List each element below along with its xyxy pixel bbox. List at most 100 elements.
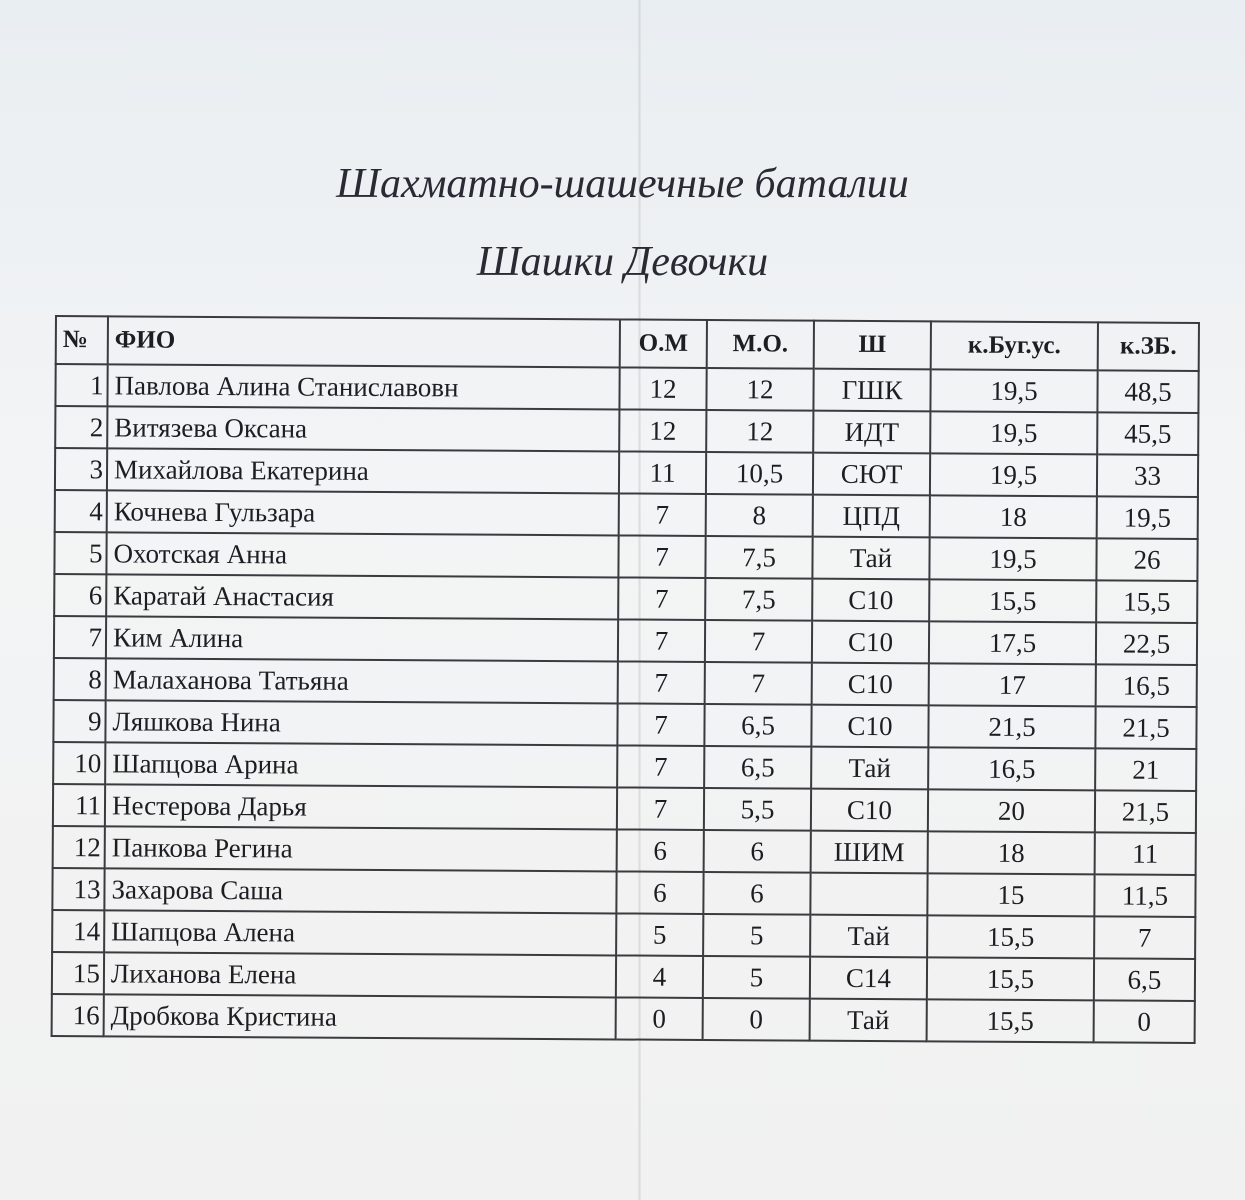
- cell-number: 11: [52, 783, 106, 827]
- cell-name: Нестерова Дарья: [104, 784, 618, 830]
- cell-zb: 7: [1094, 916, 1196, 959]
- cell-number: 13: [52, 867, 105, 911]
- cell-buchholz: 19,5: [929, 537, 1097, 581]
- table-row: 5 Охотская Анна 7 7,5 Тай 19,5 26: [54, 532, 1198, 581]
- table-row: 3 Михайлова Екатерина 11 10,5 СЮТ 19,5 33: [54, 448, 1199, 497]
- cell-school: ШИМ: [810, 830, 928, 874]
- table-row: 4 Кочнева Гульзара 7 8 ЦПД 18 19,5: [54, 490, 1198, 539]
- cell-number: 1: [55, 364, 108, 407]
- cell-school: ЦПД: [812, 494, 930, 538]
- cell-om: 12: [619, 367, 707, 410]
- cell-mo: 8: [705, 493, 813, 537]
- cell-school: С10: [811, 704, 929, 748]
- cell-mo: 7: [704, 619, 813, 663]
- cell-school: ИДТ: [813, 410, 931, 454]
- cell-zb: 26: [1096, 538, 1198, 581]
- cell-number: 10: [53, 741, 106, 785]
- table-row: 2 Витязева Оксана 12 12 ИДТ 19,5 45,5: [55, 406, 1199, 455]
- table-row: 7 Ким Алина 7 7 С10 17,5 22,5: [53, 616, 1198, 665]
- cell-mo: 7,5: [705, 577, 813, 621]
- cell-school: СЮТ: [812, 452, 931, 496]
- table-row: 12 Панкова Регина 6 6 ШИМ 18 11: [52, 825, 1196, 875]
- cell-mo: 6,5: [704, 745, 812, 789]
- cell-mo: 5: [702, 955, 811, 999]
- cell-name: Шапцова Арина: [105, 742, 618, 788]
- cell-number: 8: [53, 657, 106, 701]
- cell-name: Шапцова Алена: [104, 910, 617, 956]
- cell-zb: 48,5: [1097, 370, 1199, 413]
- cell-zb: 6,5: [1093, 958, 1196, 1001]
- cell-number: 4: [54, 490, 107, 533]
- cell-zb: 45,5: [1097, 412, 1199, 455]
- cell-mo: 6: [703, 871, 811, 915]
- table-row: 9 Ляшкова Нина 7 6,5 С10 21,5 21,5: [53, 699, 1197, 749]
- cell-number: 5: [54, 532, 107, 575]
- cell-number: 15: [51, 951, 105, 995]
- cell-om: 4: [615, 955, 704, 998]
- cell-number: 6: [54, 574, 107, 617]
- cell-om: 7: [617, 661, 705, 704]
- cell-buchholz: 20: [927, 789, 1096, 833]
- cell-number: 7: [53, 616, 107, 659]
- cell-name: Лиханова Елена: [103, 952, 617, 998]
- cell-buchholz: 15,5: [929, 579, 1097, 623]
- cell-om: 12: [619, 409, 707, 452]
- cell-name: Каратай Анастасия: [106, 574, 619, 620]
- header-om: О.М: [619, 319, 707, 368]
- cell-om: 6: [616, 829, 704, 872]
- cell-school: С10: [811, 620, 930, 664]
- document-title: Шахматно-шашечные баталии: [336, 161, 909, 207]
- cell-school: Тай: [810, 914, 928, 958]
- cell-om: 7: [617, 703, 705, 746]
- cell-name: Витязева Оксана: [107, 406, 620, 452]
- cell-school: С10: [812, 578, 930, 622]
- cell-mo: 12: [706, 367, 814, 411]
- cell-number: 12: [52, 825, 105, 869]
- cell-om: 11: [618, 451, 707, 494]
- cell-buchholz: 17,5: [928, 621, 1097, 665]
- cell-zb: 33: [1096, 454, 1199, 497]
- cell-name: Кочнева Гульзара: [106, 490, 619, 536]
- cell-zb: 21,5: [1094, 790, 1197, 833]
- cell-school: С10: [811, 662, 929, 706]
- table-row: 13 Захарова Саша 6 6 15 11,5: [52, 867, 1196, 917]
- table-row: 8 Малаханова Татьяна 7 7 С10 17 16,5: [53, 657, 1197, 707]
- cell-number: 14: [52, 909, 105, 953]
- cell-zb: 22,5: [1095, 622, 1198, 665]
- cell-mo: 6,5: [704, 703, 812, 747]
- cell-mo: 6: [703, 829, 811, 873]
- cell-buchholz: 17: [928, 663, 1096, 707]
- cell-zb: 0: [1093, 1000, 1195, 1043]
- cell-om: 7: [618, 535, 706, 578]
- cell-zb: 15,5: [1096, 580, 1198, 623]
- cell-school: [810, 872, 928, 916]
- cell-buchholz: 21,5: [928, 705, 1096, 749]
- cell-om: 5: [616, 913, 704, 956]
- cell-zb: 11,5: [1094, 874, 1196, 917]
- cell-buchholz: 15,5: [926, 999, 1094, 1043]
- cell-number: 16: [51, 993, 104, 1037]
- cell-mo: 5: [703, 913, 811, 957]
- cell-name: Панкова Регина: [104, 826, 617, 872]
- cell-buchholz: 19,5: [930, 369, 1098, 413]
- cell-mo: 5,5: [703, 787, 812, 831]
- cell-name: Дробкова Кристина: [103, 994, 616, 1040]
- cell-zb: 16,5: [1095, 664, 1197, 707]
- cell-zb: 11: [1094, 832, 1196, 875]
- cell-om: 6: [616, 871, 704, 914]
- header-name: ФИО: [107, 316, 620, 368]
- header-buchholz: к.Буг.ус.: [930, 321, 1098, 371]
- cell-school: С14: [809, 956, 928, 1000]
- cell-name: Ляшкова Нина: [105, 700, 618, 746]
- cell-om: 0: [615, 997, 703, 1040]
- cell-zb: 21,5: [1095, 706, 1197, 749]
- cell-name: Ким Алина: [105, 616, 619, 662]
- cell-school: С10: [810, 788, 929, 832]
- cell-name: Малаханова Татьяна: [105, 658, 618, 704]
- header-school: Ш: [813, 320, 931, 370]
- cell-zb: 21: [1095, 748, 1197, 791]
- cell-buchholz: 15,5: [926, 957, 1095, 1001]
- cell-buchholz: 18: [929, 495, 1097, 539]
- cell-om: 7: [618, 493, 706, 536]
